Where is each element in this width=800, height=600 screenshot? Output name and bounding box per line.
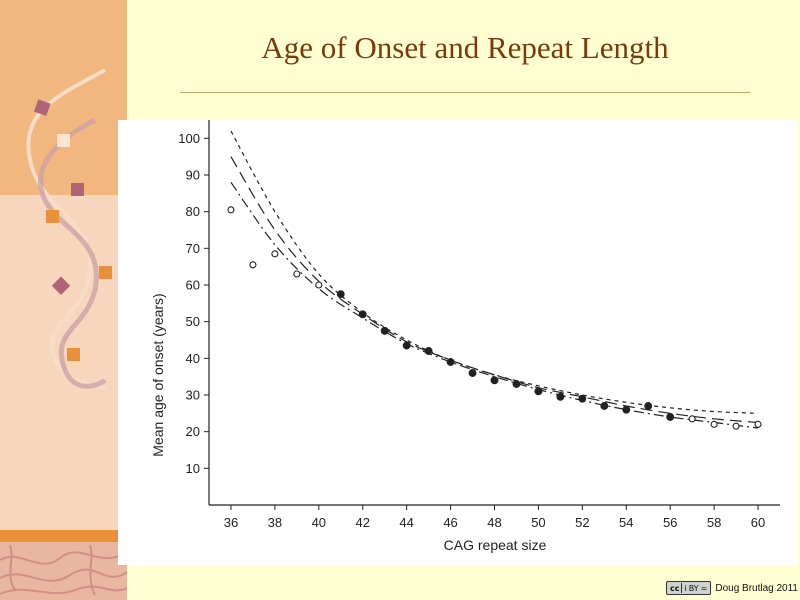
data-point-filled (578, 394, 587, 403)
footer: cc i BY = Doug Brutlag 2011 (665, 580, 798, 596)
decorative-sidebar (0, 0, 127, 600)
data-point-filled (336, 290, 345, 299)
data-point-filled (534, 387, 543, 396)
data-point-filled (556, 392, 565, 401)
sidebar-divider-band (0, 530, 127, 542)
chart-panel: 36 38 40 42 44 46 48 50 52 54 56 58 60 10 20 30 40 50 60 70… (118, 120, 798, 565)
y-tick-label: 40 (186, 351, 200, 366)
data-point-open (710, 420, 718, 428)
x-tick-label: 50 (531, 515, 545, 530)
data-point-open (688, 415, 696, 423)
sidebar-textured-band (0, 542, 127, 600)
data-points (227, 206, 762, 430)
cc-license-badge[interactable]: cc i BY = (665, 581, 712, 595)
data-point-filled (424, 347, 433, 355)
sidebar-strand-mauve (38, 117, 107, 389)
y-axis-label: Mean age of onset (years) (150, 293, 166, 456)
data-point-filled (402, 341, 411, 350)
x-tick-label: 46 (443, 515, 457, 530)
data-point-open (249, 261, 257, 269)
sidebar-square-orange-3 (67, 348, 80, 361)
x-tick-label: 52 (575, 515, 589, 530)
y-tick-label: 70 (186, 241, 200, 256)
x-axis-label: CAG repeat size (444, 537, 547, 553)
chart-axes (204, 120, 780, 510)
sidebar-square-mauve-2 (71, 183, 84, 196)
y-tick-label: 100 (178, 131, 200, 146)
badge-sub-label: BY (688, 583, 699, 593)
data-point-filled (600, 402, 609, 410)
data-point-open (732, 422, 740, 430)
title-underline (180, 92, 750, 93)
data-point-filled (622, 405, 631, 414)
fit-curve-short-dash (230, 130, 759, 414)
sidebar-square-cream (57, 134, 70, 147)
x-tick-label: 44 (399, 515, 413, 530)
data-point-filled (446, 358, 455, 366)
no-derivatives-icon: = (700, 583, 708, 593)
cc-icon: cc (669, 583, 680, 593)
sidebar-swirl-texture (0, 544, 127, 596)
sidebar-top-band (0, 0, 127, 195)
x-tick-label: 58 (707, 515, 721, 530)
x-tick-label: 38 (268, 515, 282, 530)
scatter-chart: 36 38 40 42 44 46 48 50 52 54 56 58 60 10 20 30 40 50 60 70… (150, 120, 780, 553)
fit-curve-dash-dot (230, 181, 759, 429)
x-tick-label: 60 (751, 515, 765, 530)
sidebar-square-orange-1 (46, 210, 59, 223)
x-tick-label: 54 (619, 515, 633, 530)
data-point-filled (644, 402, 653, 410)
y-tick-label: 60 (186, 278, 200, 293)
attribution-icon: i (684, 583, 687, 593)
y-tick-label: 30 (186, 388, 200, 403)
tick-labels: 36 38 40 42 44 46 48 50 52 54 56 58 60 10 20 30 40 50 60 70… (178, 131, 765, 530)
x-tick-label: 40 (312, 515, 326, 530)
y-tick-label: 90 (186, 168, 200, 183)
x-tick-label: 42 (355, 515, 369, 530)
data-point-open (227, 206, 235, 214)
sidebar-square-mauve-1 (33, 99, 51, 116)
x-tick-label: 36 (224, 515, 238, 530)
data-point-filled (512, 380, 521, 388)
data-point-open (315, 281, 323, 289)
author-credit: Doug Brutlag 2011 (715, 582, 798, 594)
y-tick-label: 20 (186, 424, 200, 439)
sidebar-square-orange-2 (99, 266, 112, 279)
badge-separator (681, 583, 683, 593)
data-point-open (754, 420, 762, 428)
data-point-filled (490, 376, 499, 385)
x-tick-label: 48 (487, 515, 501, 530)
data-point-filled (666, 413, 675, 421)
y-tick-label: 10 (186, 461, 200, 476)
data-point-filled (358, 310, 367, 319)
sidebar-artwork (0, 0, 127, 600)
y-tick-label: 50 (186, 314, 200, 329)
data-point-open (271, 250, 279, 258)
x-tick-label: 56 (663, 515, 677, 530)
y-tick-label: 80 (186, 204, 200, 219)
data-point-filled (468, 369, 477, 377)
data-point-open (293, 270, 301, 278)
data-point-filled (380, 326, 389, 335)
slide-title: Age of Onset and Repeat Length (261, 30, 669, 65)
